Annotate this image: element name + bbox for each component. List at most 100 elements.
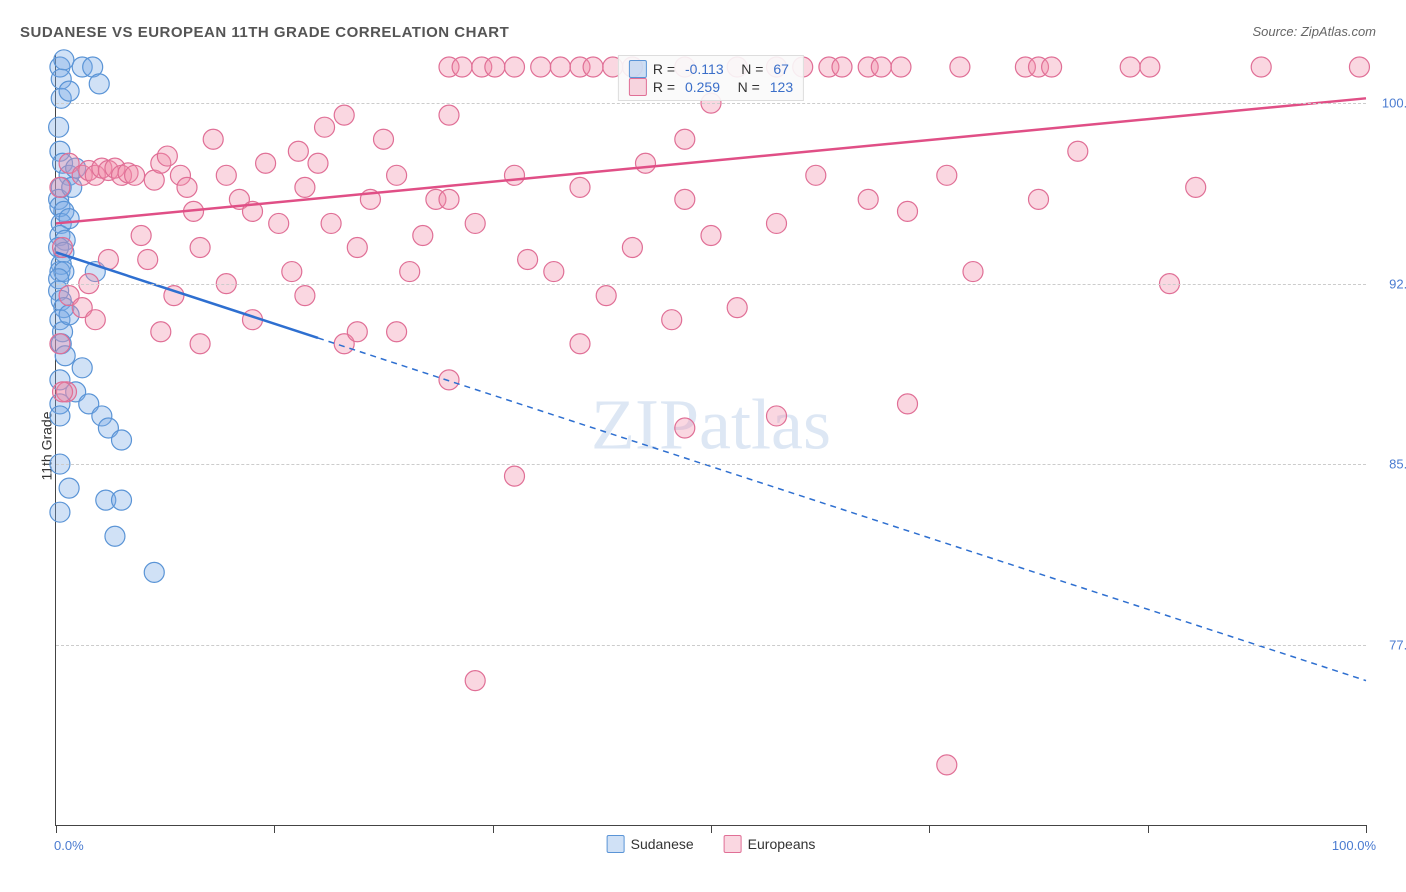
data-point bbox=[50, 406, 70, 426]
data-point bbox=[347, 322, 367, 342]
legend-n-value: 123 bbox=[770, 79, 793, 95]
data-point bbox=[374, 129, 394, 149]
data-point bbox=[452, 57, 472, 77]
gridline bbox=[56, 645, 1366, 646]
data-point bbox=[144, 562, 164, 582]
data-point bbox=[387, 322, 407, 342]
correlation-legend-row: R = 0.259 N = 123 bbox=[629, 78, 793, 96]
legend-swatch bbox=[607, 835, 625, 853]
legend-swatch bbox=[724, 835, 742, 853]
data-point bbox=[1029, 189, 1049, 209]
data-point bbox=[1068, 141, 1088, 161]
legend-item: Europeans bbox=[724, 835, 816, 853]
data-point bbox=[177, 177, 197, 197]
legend-label: Sudanese bbox=[631, 836, 694, 852]
data-point bbox=[308, 153, 328, 173]
data-point bbox=[505, 57, 525, 77]
data-point bbox=[295, 177, 315, 197]
legend-n-value: 67 bbox=[773, 61, 789, 77]
data-point bbox=[151, 322, 171, 342]
data-point bbox=[1251, 57, 1271, 77]
data-point bbox=[112, 430, 132, 450]
x-tick bbox=[1148, 825, 1149, 833]
data-point bbox=[387, 165, 407, 185]
data-point bbox=[105, 526, 125, 546]
data-point bbox=[871, 57, 891, 77]
data-point bbox=[49, 117, 69, 137]
data-point bbox=[439, 105, 459, 125]
data-point bbox=[54, 50, 74, 70]
data-point bbox=[190, 334, 210, 354]
legend-swatch bbox=[629, 78, 647, 96]
data-point bbox=[1186, 177, 1206, 197]
data-point bbox=[256, 153, 276, 173]
data-point bbox=[1120, 57, 1140, 77]
x-tick bbox=[493, 825, 494, 833]
data-point bbox=[269, 213, 289, 233]
data-point bbox=[315, 117, 335, 137]
data-point bbox=[662, 310, 682, 330]
data-point bbox=[53, 382, 73, 402]
gridline bbox=[56, 284, 1366, 285]
data-point bbox=[701, 225, 721, 245]
data-point bbox=[636, 153, 656, 173]
data-point bbox=[413, 225, 433, 245]
data-point bbox=[190, 238, 210, 258]
data-point bbox=[1042, 57, 1062, 77]
x-tick bbox=[1366, 825, 1367, 833]
data-point bbox=[125, 165, 145, 185]
data-point bbox=[550, 57, 570, 77]
y-tick-label: 92.5% bbox=[1371, 276, 1406, 291]
chart-title: SUDANESE VS EUROPEAN 11TH GRADE CORRELAT… bbox=[20, 24, 509, 41]
data-point bbox=[89, 74, 109, 94]
data-point bbox=[157, 146, 177, 166]
data-point bbox=[400, 262, 420, 282]
data-point bbox=[622, 238, 642, 258]
legend-n-label: N = bbox=[726, 79, 764, 95]
data-point bbox=[485, 57, 505, 77]
data-point bbox=[583, 57, 603, 77]
chart-plot-area: ZIPatlas R = -0.113 N = 67R = 0.259 N = … bbox=[55, 55, 1366, 826]
data-point bbox=[518, 250, 538, 270]
x-tick bbox=[56, 825, 57, 833]
legend-r-value: 0.259 bbox=[685, 79, 720, 95]
correlation-legend-box: R = -0.113 N = 67R = 0.259 N = 123 bbox=[618, 55, 804, 101]
data-point bbox=[937, 165, 957, 185]
legend-item: Sudanese bbox=[607, 835, 694, 853]
data-point bbox=[891, 57, 911, 77]
data-point bbox=[937, 755, 957, 775]
legend-label: Europeans bbox=[748, 836, 816, 852]
data-point bbox=[295, 286, 315, 306]
trend-line-dashed bbox=[318, 338, 1366, 681]
data-point bbox=[1349, 57, 1369, 77]
legend-r-label: R = bbox=[653, 79, 679, 95]
data-point bbox=[898, 201, 918, 221]
data-point bbox=[505, 165, 525, 185]
data-point bbox=[216, 165, 236, 185]
data-point bbox=[347, 238, 367, 258]
x-axis-max-label: 100.0% bbox=[1332, 838, 1376, 853]
data-point bbox=[439, 189, 459, 209]
data-point bbox=[675, 189, 695, 209]
data-point bbox=[334, 105, 354, 125]
data-point bbox=[138, 250, 158, 270]
x-axis-min-label: 0.0% bbox=[54, 838, 84, 853]
data-point bbox=[321, 213, 341, 233]
y-tick-label: 85.0% bbox=[1371, 457, 1406, 472]
data-point bbox=[465, 671, 485, 691]
correlation-legend-row: R = -0.113 N = 67 bbox=[629, 60, 793, 78]
data-point bbox=[288, 141, 308, 161]
data-point bbox=[544, 262, 564, 282]
data-point bbox=[112, 490, 132, 510]
data-point bbox=[131, 225, 151, 245]
data-point bbox=[570, 177, 590, 197]
legend-r-label: R = bbox=[653, 61, 679, 77]
gridline bbox=[56, 103, 1366, 104]
gridline bbox=[56, 464, 1366, 465]
x-tick bbox=[711, 825, 712, 833]
data-point bbox=[570, 334, 590, 354]
data-point bbox=[203, 129, 223, 149]
data-point bbox=[1140, 57, 1160, 77]
data-point bbox=[832, 57, 852, 77]
legend-r-value: -0.113 bbox=[685, 61, 724, 77]
